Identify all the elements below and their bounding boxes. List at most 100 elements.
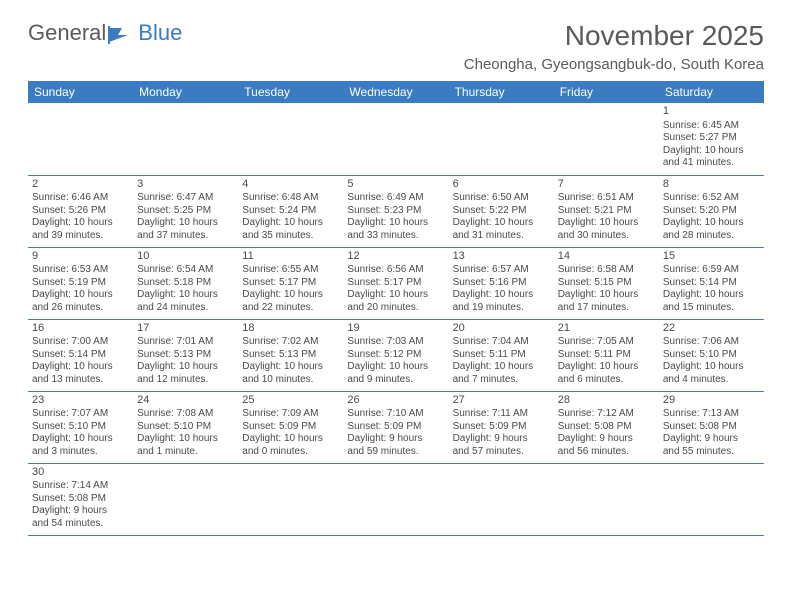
sunrise-text: Sunrise: 7:14 AM (32, 480, 129, 493)
daylight-text: and 31 minutes. (453, 230, 550, 243)
daylight-text: Daylight: 10 hours (663, 289, 760, 302)
sunrise-text: Sunrise: 6:51 AM (558, 192, 655, 205)
daylight-text: Daylight: 10 hours (453, 361, 550, 374)
daylight-text: Daylight: 10 hours (32, 217, 129, 230)
daylight-text: and 3 minutes. (32, 446, 129, 459)
calendar-week: 1Sunrise: 6:45 AMSunset: 5:27 PMDaylight… (28, 103, 764, 175)
day-number: 22 (663, 322, 760, 336)
daylight-text: Daylight: 10 hours (558, 289, 655, 302)
logo: General Blue (28, 20, 182, 46)
daylight-text: and 30 minutes. (558, 230, 655, 243)
logo-text-1: General (28, 20, 106, 46)
calendar-day: 10Sunrise: 6:54 AMSunset: 5:18 PMDayligh… (133, 247, 238, 319)
daylight-text: and 57 minutes. (453, 446, 550, 459)
calendar-header: SundayMondayTuesdayWednesdayThursdayFrid… (28, 81, 764, 103)
day-number: 4 (242, 178, 339, 192)
day-number: 16 (32, 322, 129, 336)
calendar-day: 26Sunrise: 7:10 AMSunset: 5:09 PMDayligh… (343, 391, 448, 463)
calendar-day: 20Sunrise: 7:04 AMSunset: 5:11 PMDayligh… (449, 319, 554, 391)
sunrise-text: Sunrise: 7:06 AM (663, 336, 760, 349)
sunrise-text: Sunrise: 6:46 AM (32, 192, 129, 205)
day-number: 21 (558, 322, 655, 336)
daylight-text: Daylight: 9 hours (347, 433, 444, 446)
daylight-text: Daylight: 10 hours (242, 217, 339, 230)
day-header: Friday (554, 81, 659, 103)
sunrise-text: Sunrise: 6:50 AM (453, 192, 550, 205)
sunrise-text: Sunrise: 6:57 AM (453, 264, 550, 277)
daylight-text: and 28 minutes. (663, 230, 760, 243)
sunset-text: Sunset: 5:14 PM (663, 277, 760, 290)
calendar-day: 14Sunrise: 6:58 AMSunset: 5:15 PMDayligh… (554, 247, 659, 319)
daylight-text: and 13 minutes. (32, 374, 129, 387)
sunrise-text: Sunrise: 7:05 AM (558, 336, 655, 349)
sunrise-text: Sunrise: 6:49 AM (347, 192, 444, 205)
calendar-empty (449, 103, 554, 175)
calendar-day: 6Sunrise: 6:50 AMSunset: 5:22 PMDaylight… (449, 175, 554, 247)
daylight-text: Daylight: 10 hours (137, 289, 234, 302)
daylight-text: Daylight: 10 hours (347, 289, 444, 302)
calendar-day: 17Sunrise: 7:01 AMSunset: 5:13 PMDayligh… (133, 319, 238, 391)
daylight-text: and 59 minutes. (347, 446, 444, 459)
daylight-text: and 12 minutes. (137, 374, 234, 387)
sunset-text: Sunset: 5:08 PM (32, 493, 129, 506)
sunrise-text: Sunrise: 6:59 AM (663, 264, 760, 277)
daylight-text: and 39 minutes. (32, 230, 129, 243)
calendar-day: 7Sunrise: 6:51 AMSunset: 5:21 PMDaylight… (554, 175, 659, 247)
sunrise-text: Sunrise: 6:48 AM (242, 192, 339, 205)
calendar-day: 18Sunrise: 7:02 AMSunset: 5:13 PMDayligh… (238, 319, 343, 391)
daylight-text: Daylight: 10 hours (663, 361, 760, 374)
daylight-text: Daylight: 10 hours (32, 289, 129, 302)
daylight-text: Daylight: 10 hours (453, 217, 550, 230)
sunrise-text: Sunrise: 6:47 AM (137, 192, 234, 205)
sunset-text: Sunset: 5:13 PM (137, 349, 234, 362)
sunset-text: Sunset: 5:09 PM (242, 421, 339, 434)
daylight-text: and 17 minutes. (558, 302, 655, 315)
calendar-empty (554, 103, 659, 175)
daylight-text: and 19 minutes. (453, 302, 550, 315)
sunrise-text: Sunrise: 6:55 AM (242, 264, 339, 277)
calendar-day: 21Sunrise: 7:05 AMSunset: 5:11 PMDayligh… (554, 319, 659, 391)
sunrise-text: Sunrise: 7:09 AM (242, 408, 339, 421)
day-number: 11 (242, 250, 339, 264)
day-header: Tuesday (238, 81, 343, 103)
sunset-text: Sunset: 5:09 PM (453, 421, 550, 434)
day-number: 18 (242, 322, 339, 336)
daylight-text: Daylight: 10 hours (347, 217, 444, 230)
daylight-text: and 10 minutes. (242, 374, 339, 387)
daylight-text: Daylight: 10 hours (242, 433, 339, 446)
daylight-text: and 4 minutes. (663, 374, 760, 387)
daylight-text: Daylight: 10 hours (137, 361, 234, 374)
daylight-text: and 26 minutes. (32, 302, 129, 315)
day-number: 10 (137, 250, 234, 264)
sunset-text: Sunset: 5:21 PM (558, 205, 655, 218)
sunset-text: Sunset: 5:26 PM (32, 205, 129, 218)
day-number: 8 (663, 178, 760, 192)
day-number: 25 (242, 394, 339, 408)
calendar-day: 28Sunrise: 7:12 AMSunset: 5:08 PMDayligh… (554, 391, 659, 463)
sunset-text: Sunset: 5:23 PM (347, 205, 444, 218)
daylight-text: and 6 minutes. (558, 374, 655, 387)
calendar-day: 19Sunrise: 7:03 AMSunset: 5:12 PMDayligh… (343, 319, 448, 391)
calendar-day: 23Sunrise: 7:07 AMSunset: 5:10 PMDayligh… (28, 391, 133, 463)
day-number: 6 (453, 178, 550, 192)
calendar-empty (554, 463, 659, 535)
calendar-empty (238, 103, 343, 175)
daylight-text: Daylight: 10 hours (242, 361, 339, 374)
sunset-text: Sunset: 5:17 PM (242, 277, 339, 290)
calendar-week: 30Sunrise: 7:14 AMSunset: 5:08 PMDayligh… (28, 463, 764, 535)
sunrise-text: Sunrise: 6:58 AM (558, 264, 655, 277)
daylight-text: Daylight: 10 hours (558, 361, 655, 374)
daylight-text: Daylight: 10 hours (663, 145, 760, 158)
sunrise-text: Sunrise: 7:11 AM (453, 408, 550, 421)
daylight-text: and 20 minutes. (347, 302, 444, 315)
calendar-empty (28, 103, 133, 175)
sunrise-text: Sunrise: 6:54 AM (137, 264, 234, 277)
sunset-text: Sunset: 5:22 PM (453, 205, 550, 218)
day-number: 13 (453, 250, 550, 264)
daylight-text: and 22 minutes. (242, 302, 339, 315)
calendar-day: 2Sunrise: 6:46 AMSunset: 5:26 PMDaylight… (28, 175, 133, 247)
calendar-day: 16Sunrise: 7:00 AMSunset: 5:14 PMDayligh… (28, 319, 133, 391)
sunrise-text: Sunrise: 7:02 AM (242, 336, 339, 349)
calendar-empty (449, 463, 554, 535)
daylight-text: and 55 minutes. (663, 446, 760, 459)
